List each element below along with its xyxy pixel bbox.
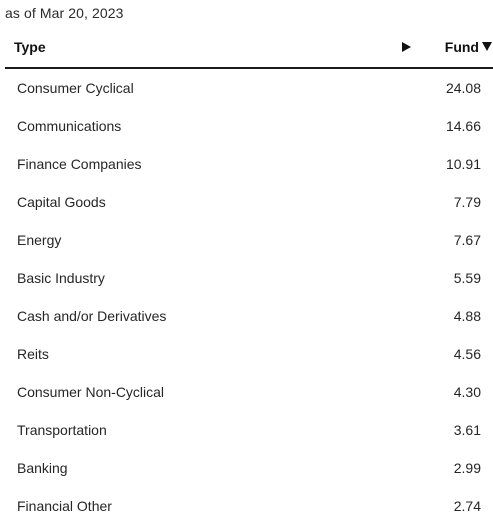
fund-cell: 3.61	[453, 422, 481, 438]
type-cell: Capital Goods	[17, 194, 106, 210]
table-row: Communications 14.66	[5, 107, 493, 145]
as-of-date: as of Mar 20, 2023	[5, 5, 124, 21]
fund-column-header[interactable]: Fund	[445, 39, 492, 55]
type-cell: Energy	[17, 232, 62, 248]
table-row: Financial Other 2.74	[5, 487, 493, 525]
fund-cell: 4.30	[453, 384, 481, 400]
type-cell: Banking	[17, 460, 68, 476]
table-row: Cash and/or Derivatives 4.88	[5, 297, 493, 335]
table-row: Energy 7.67	[5, 221, 493, 259]
table-row: Reits 4.56	[5, 335, 493, 373]
type-cell: Consumer Non-Cyclical	[17, 384, 165, 400]
table-body: Consumer Cyclical 24.08 Communications 14.6…	[5, 69, 493, 525]
fund-cell: 2.74	[453, 498, 481, 514]
type-cell: Financial Other	[17, 498, 112, 514]
table-row: Transportation 3.61	[5, 411, 493, 449]
fund-cell: 4.56	[453, 346, 481, 362]
type-column-header: Type	[14, 39, 46, 55]
type-cell: Basic Industry	[17, 270, 105, 286]
fund-cell: 7.67	[453, 232, 481, 248]
fund-cell: 5.59	[453, 270, 481, 286]
table-row: Basic Industry 5.59	[5, 259, 493, 297]
type-cell: Finance Companies	[17, 156, 142, 172]
table-row: Banking 2.99	[5, 449, 493, 487]
fund-cell: 7.79	[453, 194, 481, 210]
table-row: Consumer Cyclical 24.08	[5, 69, 493, 107]
play-arrow-icon[interactable]	[402, 42, 411, 52]
fund-cell: 24.08	[445, 80, 481, 96]
fund-cell: 10.91	[445, 156, 481, 172]
fund-cell: 4.88	[453, 308, 481, 324]
sort-descending-icon	[482, 42, 492, 51]
type-cell: Reits	[17, 346, 49, 362]
fund-cell: 14.66	[445, 118, 481, 134]
type-cell: Consumer Cyclical	[17, 80, 134, 96]
table-row: Capital Goods 7.79	[5, 183, 493, 221]
type-cell: Transportation	[17, 422, 107, 438]
fund-cell: 2.99	[453, 460, 481, 476]
type-cell: Cash and/or Derivatives	[17, 308, 167, 324]
fund-column-label: Fund	[444, 39, 479, 55]
table-row: Consumer Non-Cyclical 4.30	[5, 373, 493, 411]
table-row: Finance Companies 10.91	[5, 145, 493, 183]
type-cell: Communications	[17, 118, 122, 134]
holdings-table: Type Fund Consumer Cyclical 24.08 Communic…	[5, 30, 493, 525]
table-header: Type Fund	[5, 30, 493, 69]
